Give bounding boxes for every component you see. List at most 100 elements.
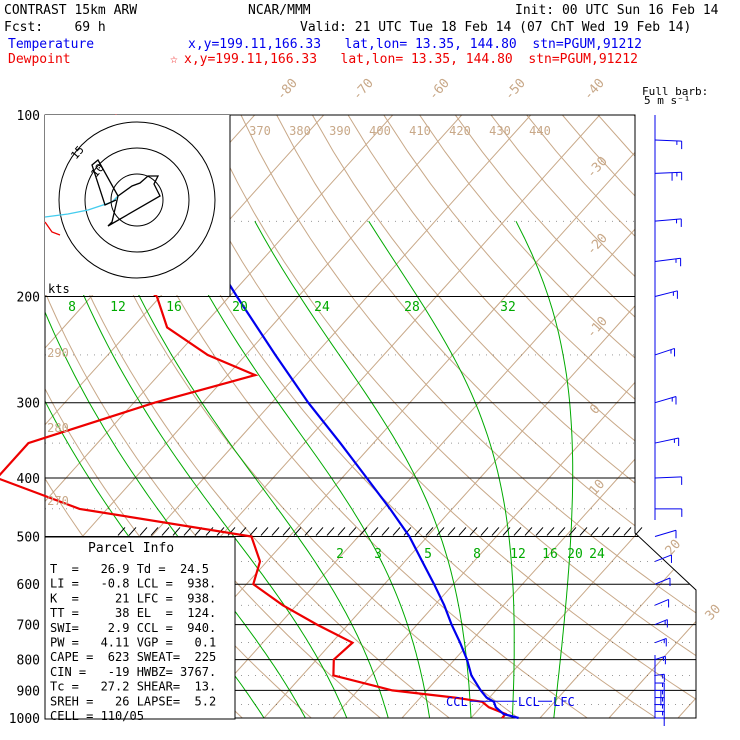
dry-adiabat-line bbox=[61, 115, 519, 718]
theta-label: 440 bbox=[529, 124, 551, 138]
moist-adiabat-line bbox=[54, 221, 348, 718]
wind-barb-shaft bbox=[654, 476, 682, 479]
dry-adiabat-line bbox=[419, 115, 696, 718]
pressure-label: 500 bbox=[17, 530, 40, 545]
wind-barb bbox=[655, 710, 665, 720]
wind-barb bbox=[654, 529, 677, 539]
parcel-row: LI = -0.8 LCL = 938. bbox=[50, 577, 216, 591]
parcel-row: K = 21 LFC = 938. bbox=[50, 591, 216, 605]
wind-barb-shaft bbox=[654, 437, 679, 444]
hatch-mark bbox=[359, 527, 368, 536]
pressure-label: 900 bbox=[17, 684, 40, 699]
hatch-mark bbox=[414, 527, 423, 536]
hatch-mark bbox=[381, 527, 390, 536]
hatch-mark bbox=[623, 527, 632, 536]
wind-barb-shaft bbox=[654, 347, 675, 356]
temperature-label: -60 bbox=[426, 76, 453, 103]
theta-label: 370 bbox=[249, 124, 271, 138]
hatch-mark bbox=[161, 527, 170, 536]
hatch-mark bbox=[535, 527, 544, 536]
wind-barb-shaft bbox=[654, 396, 677, 404]
dry-adiabat-line bbox=[633, 115, 696, 718]
header-init: Init: 00 UTC Sun 16 Feb 14 bbox=[515, 3, 719, 18]
parcel-row: CIN = -19 HWBZ= 3767. bbox=[50, 665, 216, 679]
freezing-level-hatch bbox=[117, 527, 643, 536]
wind-barb bbox=[654, 139, 683, 150]
parcel-row: PW = 4.11 VGP = 0.1 bbox=[50, 636, 216, 650]
hodograph-ring bbox=[110, 173, 164, 227]
wind-barb bbox=[654, 437, 680, 447]
wind-barb-shaft bbox=[654, 529, 677, 537]
hatch-mark bbox=[634, 527, 643, 536]
legend-dewpoint-info: x,y=199.11,166.33 lat,lon= 13.35, 144.80… bbox=[184, 52, 638, 67]
hodograph-background bbox=[45, 115, 230, 295]
lcl-label: LCL bbox=[518, 695, 540, 709]
moist-adiabat-line bbox=[169, 220, 431, 718]
theta-low-label: 280 bbox=[47, 421, 69, 435]
wind-barb bbox=[654, 673, 665, 683]
isotherm-line bbox=[45, 115, 325, 718]
wind-barb bbox=[655, 508, 683, 517]
theta-label: 430 bbox=[489, 124, 511, 138]
hatch-mark bbox=[271, 527, 280, 536]
wind-barb bbox=[654, 476, 683, 485]
hatch-mark bbox=[337, 527, 346, 536]
isotherm-line bbox=[470, 115, 696, 718]
wind-barb bbox=[654, 347, 676, 357]
legend-temperature-info: x,y=199.11,166.33 lat,lon= 13.35, 144.80… bbox=[188, 37, 642, 52]
hatch-mark bbox=[612, 527, 621, 536]
hodograph-ring bbox=[58, 121, 216, 279]
mixing-label-top: 32 bbox=[500, 300, 516, 315]
dry-adiabat-line bbox=[240, 115, 696, 718]
hatch-mark bbox=[304, 527, 313, 536]
dry-adiabat-line bbox=[562, 115, 696, 718]
parcel-row: TT = 38 EL = 124. bbox=[50, 606, 216, 620]
parcel-box bbox=[44, 536, 236, 720]
mixing-label-mid: 20 bbox=[567, 547, 583, 562]
theta-label: 400 bbox=[369, 124, 391, 138]
moist-adiabat-line bbox=[515, 220, 574, 718]
isotherm-line bbox=[539, 115, 696, 718]
wind-barb-shaft bbox=[654, 577, 671, 585]
moist-adiabat-line bbox=[368, 220, 515, 718]
parcel-row: CELL = 110/05 bbox=[50, 709, 144, 723]
wind-barb bbox=[655, 689, 665, 699]
wind-barb-shaft bbox=[654, 218, 682, 222]
dry-adiabat-line bbox=[204, 115, 696, 718]
hatch-mark bbox=[370, 527, 379, 536]
header-org: NCAR/MMM bbox=[248, 3, 311, 18]
hatch-mark bbox=[150, 527, 159, 536]
wind-barb bbox=[654, 218, 682, 227]
header-valid: Valid: 21 UTC Tue 18 Feb 14 (07 ChT Wed … bbox=[300, 20, 691, 35]
hatch-mark bbox=[601, 527, 610, 536]
parcel-row: T = 26.9 Td = 24.5 bbox=[50, 562, 209, 576]
mixing-label-top: 8 bbox=[68, 300, 76, 315]
mixing-label-top: 16 bbox=[166, 300, 182, 315]
dry-adiabat-line bbox=[669, 115, 696, 718]
parcel-row: Tc = 27.2 SHEAR= 13. bbox=[50, 680, 216, 694]
hatch-mark bbox=[425, 527, 434, 536]
dry-adiabat-line bbox=[597, 115, 696, 718]
wind-barb bbox=[654, 257, 682, 267]
barb-units: 5 m s⁻¹ bbox=[644, 94, 690, 107]
parcel-row: SREH = 26 LAPSE= 5.2 bbox=[50, 694, 216, 708]
dry-adiabat-line bbox=[347, 115, 696, 718]
wind-barb bbox=[654, 619, 668, 628]
hatch-mark bbox=[249, 527, 258, 536]
dry-adiabat-line bbox=[526, 115, 696, 718]
hatch-mark bbox=[117, 527, 126, 536]
isotherm-line bbox=[608, 115, 696, 718]
mixing-label-top: 20 bbox=[232, 300, 248, 315]
header-model: CONTRAST 15km ARW bbox=[4, 3, 137, 18]
pressure-label: 1000 bbox=[9, 712, 40, 727]
mixing-label-mid: 3 bbox=[374, 547, 382, 562]
dry-adiabat-line bbox=[45, 115, 450, 718]
wind-barb-shaft bbox=[654, 655, 666, 661]
pressure-label: 400 bbox=[17, 472, 40, 487]
ccl-label: CCL bbox=[446, 695, 468, 709]
barb-title: Full barb: bbox=[642, 85, 708, 98]
mixing-label-top: 28 bbox=[404, 300, 420, 315]
wind-barb bbox=[654, 599, 670, 608]
pressure-label: 800 bbox=[17, 654, 40, 669]
